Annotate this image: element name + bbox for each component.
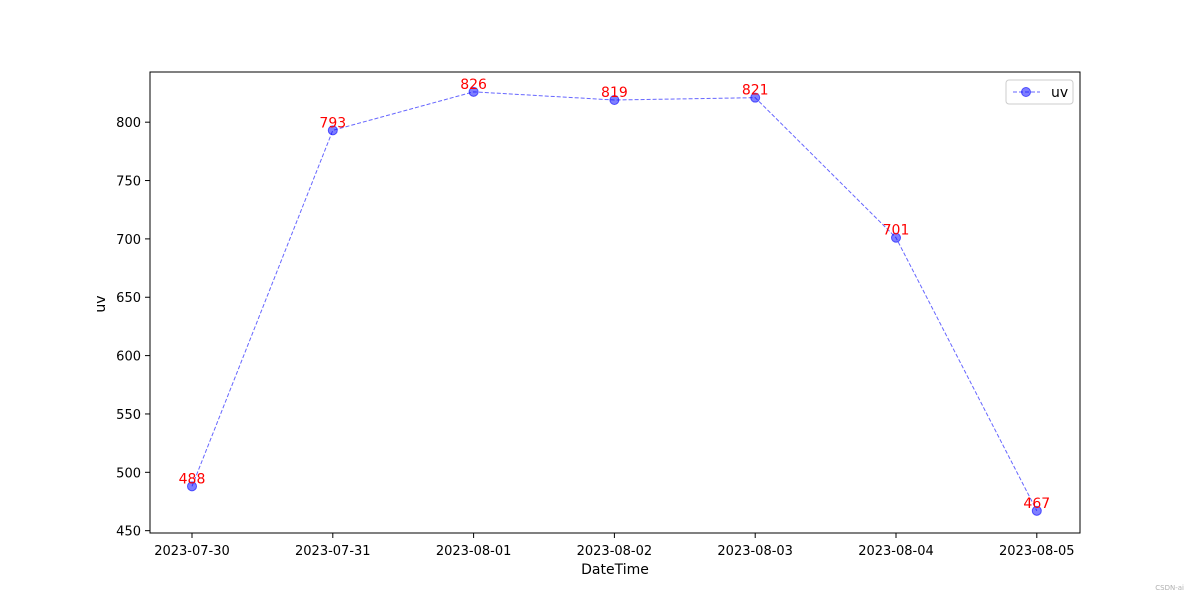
data-point	[750, 92, 761, 103]
y-tick-label: 600	[116, 350, 141, 365]
y-tick-label: 550	[116, 408, 141, 423]
data-label: 821	[742, 83, 769, 99]
x-tick-label: 2023-08-03	[717, 544, 793, 559]
data-label: 488	[179, 471, 206, 487]
y-tick-label: 800	[116, 116, 141, 131]
x-tick-label: 2023-08-02	[577, 544, 653, 559]
data-label: 701	[883, 223, 910, 239]
data-label: 467	[1023, 496, 1050, 512]
data-point	[468, 86, 479, 97]
data-point	[327, 125, 338, 136]
y-tick-label: 650	[116, 291, 141, 306]
data-point	[1031, 505, 1042, 516]
legend: uv	[1005, 79, 1074, 105]
x-axis: 2023-07-30 2023-07-31 2023-08-01 2023-08-02…	[154, 533, 1075, 559]
x-tick-label: 2023-07-31	[295, 544, 371, 559]
x-tick-label: 2023-07-30	[154, 544, 230, 559]
y-tick-label: 450	[116, 525, 141, 540]
data-labels: 488 793 826 819 821 701 467	[179, 77, 1051, 512]
data-label: 819	[601, 85, 628, 101]
x-tick-label: 2023-08-01	[436, 544, 512, 559]
x-tick-label: 2023-08-05	[999, 544, 1075, 559]
data-point	[609, 95, 620, 106]
data-label: 793	[319, 115, 346, 131]
y-tick-label: 700	[116, 233, 141, 248]
legend-label: uv	[1051, 85, 1068, 101]
y-tick-label: 500	[116, 466, 141, 481]
data-point	[891, 232, 901, 243]
watermark: CSDN-ai	[1155, 584, 1184, 592]
data-point	[187, 481, 197, 492]
y-axis-label: uv	[93, 295, 109, 312]
series-line-uv	[191, 91, 1038, 512]
y-tick-label: 750	[116, 175, 141, 190]
x-axis-label: DateTime	[581, 562, 649, 578]
legend-marker-icon	[1021, 87, 1031, 97]
data-label: 826	[460, 77, 487, 93]
data-points	[187, 86, 1042, 516]
y-axis: 450 500 550 600 650 700 750 800	[116, 116, 150, 540]
x-tick-label: 2023-08-04	[858, 544, 934, 559]
plot-area-frame	[149, 71, 1081, 534]
